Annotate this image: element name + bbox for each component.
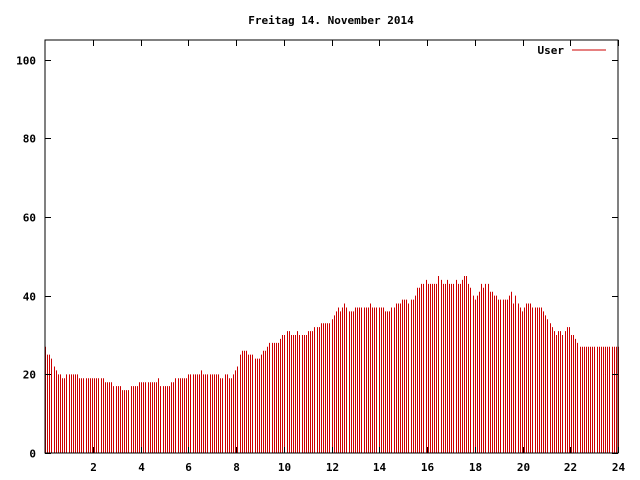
- y-tick-label: 60: [23, 212, 36, 225]
- chart-title: Freitag 14. November 2014: [248, 14, 414, 27]
- y-tick-label: 100: [16, 55, 36, 68]
- x-tick-label: 18: [469, 461, 482, 474]
- x-tick-label: 24: [612, 461, 626, 474]
- x-tick-label: 14: [373, 461, 387, 474]
- legend: User: [538, 44, 606, 57]
- bar-series: [45, 276, 619, 453]
- x-tick-label: 8: [233, 461, 240, 474]
- plot-frame: [44, 39, 619, 454]
- y-tick-label: 40: [23, 291, 36, 304]
- x-tick-label: 10: [278, 461, 291, 474]
- x-tick-label: 22: [564, 461, 577, 474]
- y-tick-label: 80: [23, 133, 36, 146]
- x-tick-label: 4: [138, 461, 145, 474]
- x-tick-label: 20: [517, 461, 530, 474]
- y-tick-label: 20: [23, 369, 36, 382]
- x-tick-label: 16: [421, 461, 435, 474]
- axis-ticks: [45, 40, 619, 454]
- y-tick-label: 0: [29, 448, 36, 461]
- x-tick-label: 12: [326, 461, 339, 474]
- x-tick-label: 2: [90, 461, 97, 474]
- x-tick-label: 6: [185, 461, 192, 474]
- legend-label-user: User: [538, 44, 565, 57]
